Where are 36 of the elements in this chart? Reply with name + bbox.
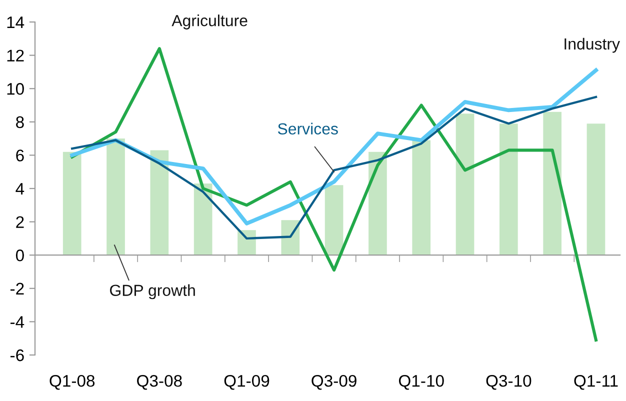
line-series [71,96,598,240]
bar [324,185,344,256]
series-label: Agriculture [172,14,248,30]
bar [500,124,518,256]
line-series [70,68,598,226]
x-tick-label: Q3-09 [312,374,356,390]
bar [62,152,82,256]
y-tick-label: -4 [10,316,24,328]
y-tick-label: 14 [7,16,24,28]
series-label: GDP growth [110,284,195,300]
series-label: Industry [564,38,620,53]
bar [368,152,387,256]
bar [106,138,125,256]
y-tick-label: 8 [16,116,24,128]
y-tick-label: 4 [16,183,24,195]
y-tick-label: 0 [16,250,24,262]
bar [412,140,431,256]
bar [543,112,562,256]
y-tick-label: -6 [10,349,24,362]
x-tick-label: Q3-10 [486,374,532,390]
bar [194,184,212,256]
bar [456,114,474,256]
bar [586,124,606,256]
x-tick-label: Q1-09 [224,374,270,390]
y-tick-label: -2 [10,282,24,294]
text: Services [278,122,338,135]
x-tick-label: Q3-08 [137,374,182,390]
x-tick-label: Q1-10 [398,374,444,390]
bar [281,220,300,256]
y-tick-label: 10 [7,83,24,95]
y-tick-label: 2 [16,216,24,228]
x-tick-label: Q1-08 [50,374,95,390]
y-tick-label: 6 [16,150,24,162]
bar [150,150,169,256]
x-tick-label: Q1-11 [574,374,618,390]
y-tick-label: 12 [7,50,24,62]
